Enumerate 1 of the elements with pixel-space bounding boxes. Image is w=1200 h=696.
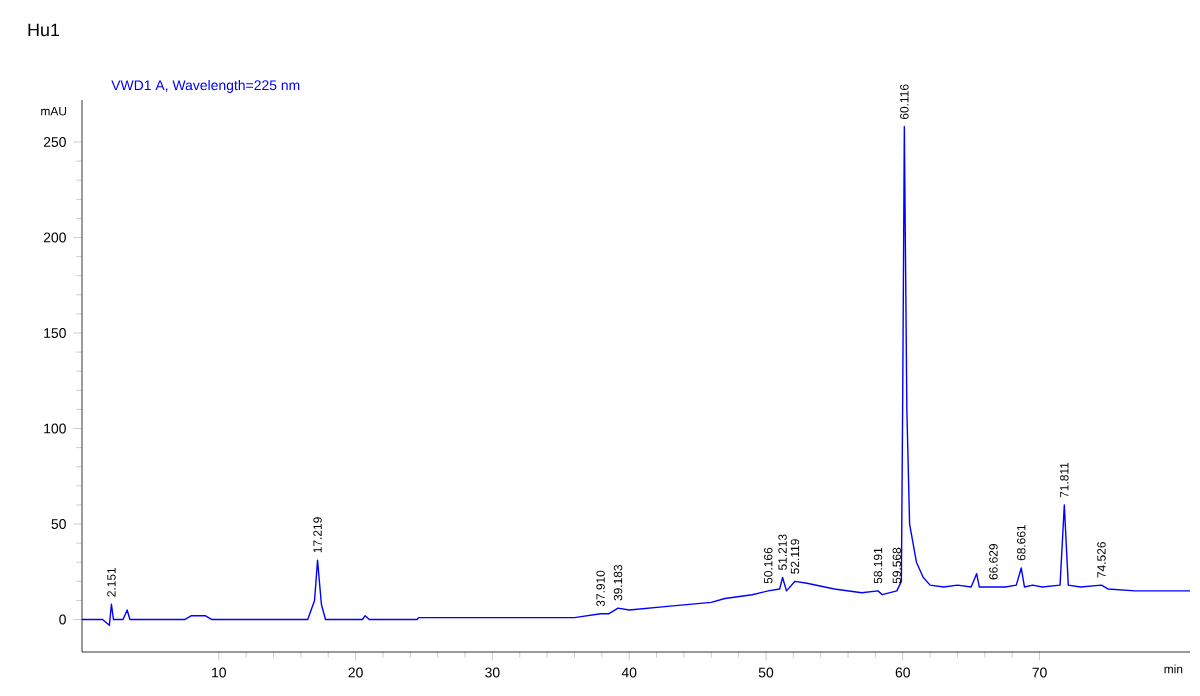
- text: Hu1: [28, 23, 60, 37]
